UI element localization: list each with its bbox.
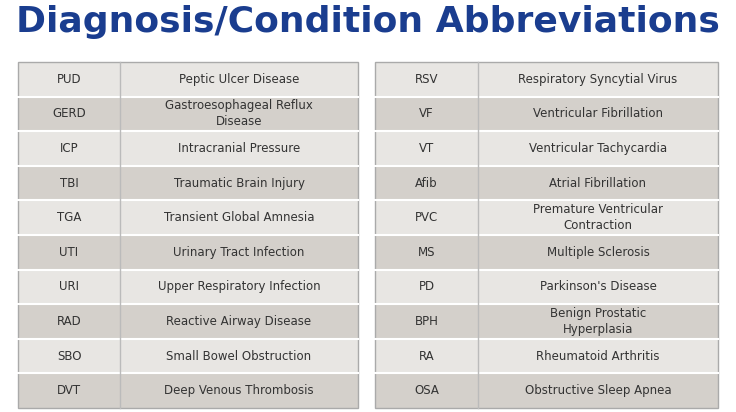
Text: Afib: Afib [415,177,438,190]
Bar [375,166,718,200]
Bar [18,373,358,408]
Text: Transient Global Amnesia: Transient Global Amnesia [163,211,314,224]
Text: Parkinson's Disease: Parkinson's Disease [539,281,657,293]
Text: GERD: GERD [52,108,86,120]
Text: PD: PD [418,281,434,293]
Bar [18,304,358,339]
Text: Respiratory Syncytial Virus: Respiratory Syncytial Virus [518,73,678,86]
Bar [18,235,358,269]
Bar [375,131,718,166]
Text: VF: VF [419,108,434,120]
Bar [375,62,718,96]
Bar [18,62,358,408]
Text: PVC: PVC [415,211,438,224]
Text: Ventricular Tachycardia: Ventricular Tachycardia [529,142,667,155]
Text: Ventricular Fibrillation: Ventricular Fibrillation [533,108,663,120]
Text: OSA: OSA [414,384,439,397]
Text: RAD: RAD [57,315,82,328]
Text: Reactive Airway Disease: Reactive Airway Disease [166,315,311,328]
Bar [18,200,358,235]
Text: Atrial Fibrillation: Atrial Fibrillation [550,177,646,190]
Text: ICP: ICP [60,142,78,155]
Bar [375,373,718,408]
Text: VT: VT [419,142,434,155]
Text: Diagnosis/Condition Abbreviations: Diagnosis/Condition Abbreviations [16,5,720,39]
Text: Upper Respiratory Infection: Upper Respiratory Infection [158,281,320,293]
Bar [375,269,718,304]
Text: SBO: SBO [57,350,81,363]
Bar [375,304,718,339]
Bar [18,269,358,304]
Bar [18,339,358,373]
Text: TBI: TBI [60,177,78,190]
Text: Rheumatoid Arthritis: Rheumatoid Arthritis [537,350,659,363]
Bar [18,96,358,131]
Text: TGA: TGA [57,211,81,224]
Text: Peptic Ulcer Disease: Peptic Ulcer Disease [179,73,300,86]
Bar [375,96,718,131]
Text: Urinary Tract Infection: Urinary Tract Infection [173,246,305,259]
Text: Intracranial Pressure: Intracranial Pressure [178,142,300,155]
Text: Small Bowel Obstruction: Small Bowel Obstruction [166,350,311,363]
Text: DVT: DVT [57,384,81,397]
Bar [375,339,718,373]
Text: Gastroesophageal Reflux
Disease: Gastroesophageal Reflux Disease [165,99,313,129]
Text: RSV: RSV [414,73,438,86]
Bar [18,166,358,200]
Text: Traumatic Brain Injury: Traumatic Brain Injury [174,177,305,190]
Text: RA: RA [419,350,434,363]
Text: Obstructive Sleep Apnea: Obstructive Sleep Apnea [525,384,671,397]
Text: Premature Ventricular
Contraction: Premature Ventricular Contraction [533,203,663,232]
Text: MS: MS [418,246,435,259]
Bar [18,62,358,96]
Bar [375,62,718,408]
Text: Benign Prostatic
Hyperplasia: Benign Prostatic Hyperplasia [550,307,646,336]
Bar [375,235,718,269]
Text: Deep Venous Thrombosis: Deep Venous Thrombosis [164,384,314,397]
Text: Multiple Sclerosis: Multiple Sclerosis [547,246,649,259]
Text: UTI: UTI [60,246,79,259]
Bar [18,131,358,166]
Text: URI: URI [59,281,79,293]
Bar [375,200,718,235]
Text: BPH: BPH [414,315,439,328]
Text: PUD: PUD [57,73,81,86]
